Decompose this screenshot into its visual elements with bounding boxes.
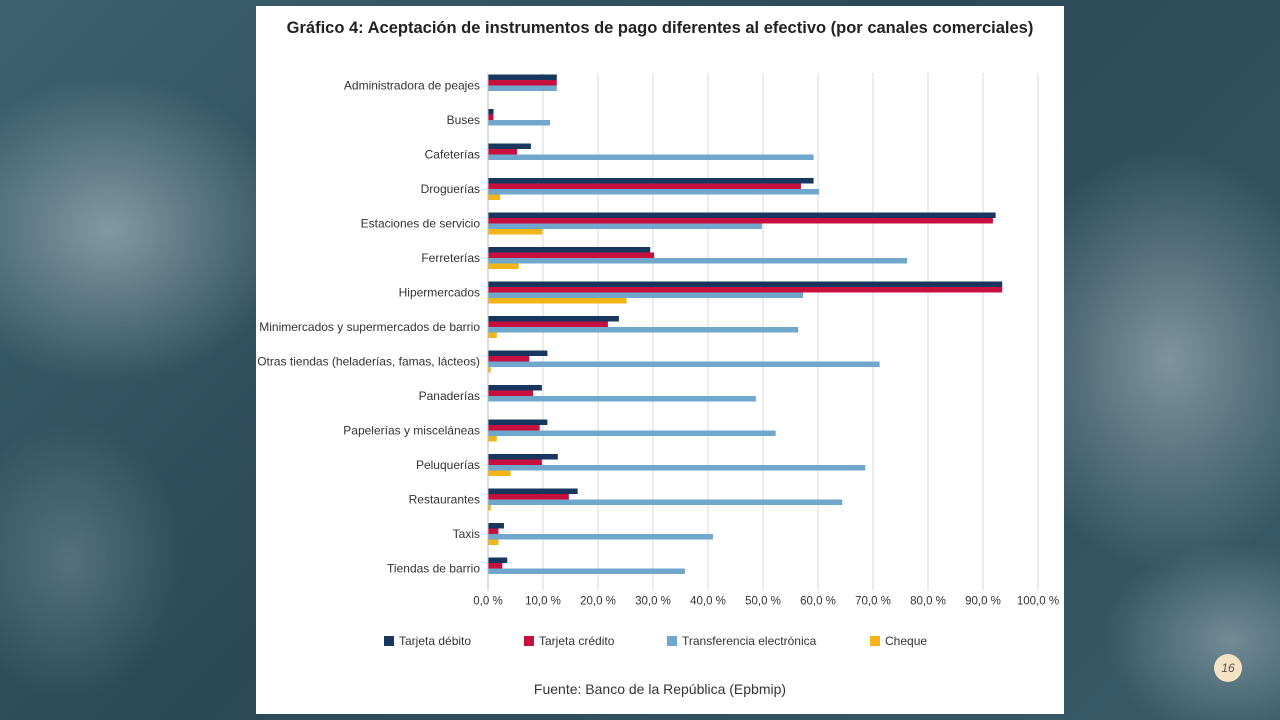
- bar: [488, 292, 804, 298]
- legend-swatch: [667, 636, 677, 646]
- bar: [488, 539, 499, 545]
- x-tick-label: 40,0 %: [690, 596, 726, 608]
- bar: [488, 120, 551, 126]
- bar: [488, 430, 776, 436]
- bar: [488, 385, 542, 391]
- category-label: Peluquerías: [416, 458, 480, 472]
- bar: [488, 361, 880, 367]
- legend-swatch: [384, 636, 394, 646]
- bar: [488, 114, 494, 120]
- bar: [488, 454, 558, 460]
- bar: [488, 557, 508, 563]
- bar: [488, 189, 820, 195]
- bar: [488, 459, 542, 465]
- bar: [488, 488, 578, 494]
- bar: [488, 350, 548, 356]
- bar: [488, 367, 491, 373]
- legend-item: Cheque: [870, 634, 927, 648]
- bar: [488, 229, 543, 235]
- bar: [488, 356, 530, 362]
- bar: [488, 419, 548, 425]
- category-label: Taxis: [453, 527, 480, 541]
- category-label: Papelerías y misceláneas: [343, 424, 480, 438]
- bar: [488, 247, 651, 253]
- bar: [488, 252, 655, 258]
- bar: [488, 178, 814, 184]
- bar: [488, 321, 608, 327]
- x-tick-label: 20,0 %: [580, 596, 616, 608]
- category-label: Tiendas de barrio: [387, 562, 480, 576]
- chart-title: Gráfico 4: Aceptación de instrumentos de…: [286, 19, 1034, 37]
- legend-item: Tarjeta débito: [384, 634, 471, 648]
- bar: [488, 494, 569, 500]
- x-tick-label: 100,0 %: [1017, 596, 1059, 608]
- legend-item: Tarjeta crédito: [524, 634, 614, 648]
- category-label: Hipermercados: [399, 286, 480, 300]
- bar: [488, 332, 497, 338]
- slide-panel: Gráfico 4: Aceptación de instrumentos de…: [256, 6, 1064, 714]
- bar: [488, 523, 504, 529]
- bar: [488, 505, 491, 511]
- bar-chart: 0,0 % 10,0 % 20,0 % 30,0 % 40,0 % 50,0 % 60,0 …: [257, 73, 1059, 608]
- bar: [488, 223, 762, 229]
- bar: [488, 499, 843, 505]
- bar: [488, 194, 501, 200]
- bar: [488, 74, 557, 80]
- x-tick-label: 0,0 %: [473, 596, 502, 608]
- bar: [488, 281, 1003, 287]
- bar: [488, 143, 531, 149]
- x-tick-label: 50,0 %: [745, 596, 781, 608]
- bar: [488, 80, 557, 86]
- bar: [488, 396, 756, 402]
- bar: [488, 390, 534, 396]
- bar: [488, 327, 799, 333]
- legend-swatch: [524, 636, 534, 646]
- bar: [488, 470, 511, 476]
- x-tick-label: 80,0 %: [910, 596, 946, 608]
- category-label: Buses: [447, 113, 480, 127]
- category-label: Droguerías: [421, 182, 480, 196]
- legend-label: Cheque: [885, 634, 928, 648]
- bar: [488, 298, 627, 304]
- category-label: Minimercados y supermercados de barrio: [259, 320, 480, 334]
- bar: [488, 563, 503, 569]
- legend-label: Transferencia electrónica: [682, 634, 817, 648]
- source-note: Fuente: Banco de la República (Epbmip): [533, 681, 787, 697]
- category-label: Estaciones de servicio: [361, 217, 481, 231]
- bar: [488, 85, 557, 91]
- x-tick-label: 90,0 %: [965, 596, 1001, 608]
- bar: [488, 534, 713, 540]
- bar: [488, 568, 685, 574]
- page-number-badge: 16: [1214, 654, 1242, 682]
- legend-swatch: [870, 636, 880, 646]
- category-label: Restaurantes: [409, 493, 480, 507]
- x-tick-label: 60,0 %: [800, 596, 836, 608]
- bar: [488, 183, 801, 189]
- bar: [488, 528, 499, 534]
- bar: [488, 212, 996, 218]
- bar: [488, 258, 908, 264]
- x-tick-label: 10,0 %: [525, 596, 561, 608]
- x-tick-label: 30,0 %: [635, 596, 671, 608]
- category-label: Panaderías: [419, 389, 480, 403]
- category-label: Otras tiendas (heladerías, famas, lácteo…: [257, 355, 480, 369]
- category-label: Administradora de peajes: [344, 79, 480, 93]
- bar: [488, 465, 866, 471]
- bar: [488, 154, 814, 160]
- chart-legend: Tarjeta débito Tarjeta crédito Transferenc…: [256, 634, 1064, 652]
- bar: [488, 263, 519, 269]
- legend-item: Transferencia electrónica: [667, 634, 816, 648]
- bar: [488, 316, 619, 322]
- bar: [488, 425, 540, 431]
- legend-label: Tarjeta débito: [399, 634, 472, 648]
- x-tick-label: 70,0 %: [855, 596, 891, 608]
- category-label: Ferreterías: [421, 251, 480, 265]
- bar: [488, 287, 1003, 293]
- bar: [488, 436, 497, 442]
- category-label: Cafeterías: [425, 148, 480, 162]
- bar: [488, 149, 518, 155]
- bar: [488, 109, 494, 115]
- legend-label: Tarjeta crédito: [539, 634, 615, 648]
- bar: [488, 218, 993, 224]
